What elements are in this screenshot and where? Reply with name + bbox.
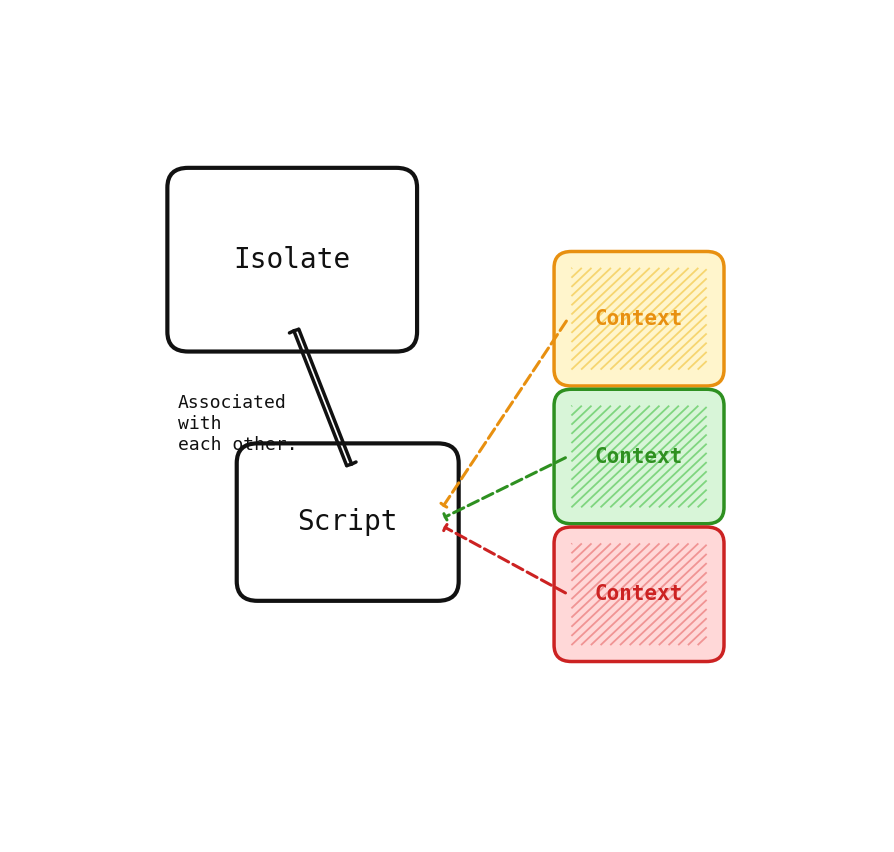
- FancyBboxPatch shape: [553, 527, 723, 661]
- Text: Isolate: Isolate: [233, 245, 350, 273]
- Text: Script: Script: [297, 508, 398, 536]
- Text: Context: Context: [595, 308, 682, 329]
- Text: Context: Context: [595, 584, 682, 604]
- FancyBboxPatch shape: [167, 168, 417, 352]
- FancyBboxPatch shape: [553, 251, 723, 386]
- Text: Context: Context: [595, 446, 682, 467]
- FancyBboxPatch shape: [236, 443, 458, 601]
- FancyBboxPatch shape: [553, 389, 723, 524]
- Text: Associated
with
each other.: Associated with each other.: [178, 394, 297, 454]
